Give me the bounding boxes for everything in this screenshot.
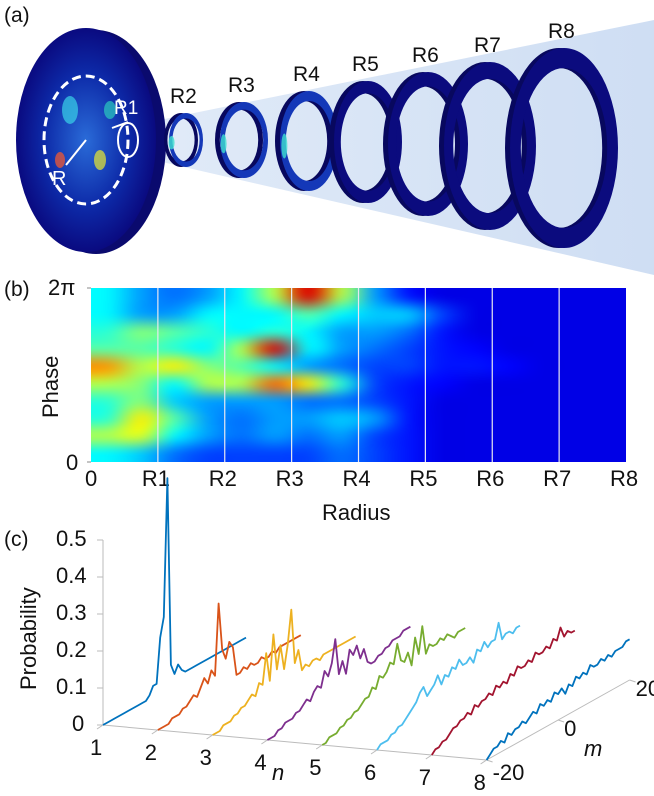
ring-label-R5: R5 <box>352 53 379 76</box>
n-tick-mark <box>370 749 378 755</box>
x-tick-R2: R2 <box>208 466 237 491</box>
ring-R3 <box>215 102 268 178</box>
n-axis-line <box>102 724 487 761</box>
radius-r-circle <box>42 74 130 206</box>
x-tick-R4: R4 <box>342 466 371 491</box>
series-line-n4 <box>266 625 411 741</box>
radius-r-label: R <box>52 168 67 190</box>
x-tick-R8: R8 <box>610 466 639 491</box>
m-tick-0: 0 <box>564 716 577 741</box>
n-tick-6: 6 <box>364 760 377 785</box>
series-line-n5 <box>321 625 466 746</box>
ring-label-R8: R8 <box>548 20 575 43</box>
ring-R2 <box>164 113 203 167</box>
series-line-n3 <box>212 608 357 736</box>
x-axis-label-n: n <box>272 760 285 785</box>
m-tick-mark <box>629 679 636 683</box>
n-tick-7: 7 <box>418 765 432 790</box>
series-line-n1 <box>102 477 247 726</box>
series-line-n7 <box>431 626 576 756</box>
z-tick-0: 0 <box>72 711 85 736</box>
y-tick-0: 0 <box>66 450 79 475</box>
n-tick-mark <box>96 724 104 730</box>
m-tick-mark <box>486 759 493 763</box>
z-axis-label-probability: Probability <box>16 587 41 690</box>
z-tick-0.1: 0.1 <box>56 674 87 699</box>
n-tick-mark <box>151 729 159 735</box>
m-tick--20: -20 <box>492 760 525 785</box>
n-tick-2: 2 <box>144 740 158 765</box>
n-tick-mark <box>480 759 487 765</box>
full-disc <box>16 28 166 254</box>
ring-R4 <box>275 91 338 191</box>
radius-r1-label: R1 <box>114 98 139 119</box>
ring-decomposition-diagram <box>16 20 654 275</box>
x-tick-R1: R1 <box>141 466 170 491</box>
m-tick-mark <box>557 719 565 723</box>
y-tick-2pi: 2π <box>48 275 76 300</box>
series-line-n8 <box>485 638 631 761</box>
n-tick-mark <box>261 739 268 745</box>
n-tick-1: 1 <box>90 735 103 760</box>
z-tick-0.2: 0.2 <box>56 637 87 662</box>
ring-label-R4: R4 <box>293 63 320 86</box>
y-axis-label-m: m <box>584 736 603 761</box>
x-tick-R5: R5 <box>409 466 438 491</box>
panel-c-label: (c) <box>4 528 29 551</box>
series-line-n2 <box>157 602 302 731</box>
n-tick-mark <box>206 734 213 740</box>
ring-label-R3: R3 <box>228 74 255 97</box>
x-tick-R7: R7 <box>543 466 572 491</box>
n-tick-4: 4 <box>254 750 267 775</box>
x-tick-R3: R3 <box>275 466 304 491</box>
z-tick-0.4: 0.4 <box>56 563 87 588</box>
m-tick-20: 20 <box>635 676 654 701</box>
x-axis-label-radius: Radius <box>322 500 391 525</box>
n-tick-3: 3 <box>199 745 212 770</box>
series-line-n6 <box>376 621 521 751</box>
x-tick-R6: R6 <box>476 466 505 491</box>
z-tick-0.5: 0.5 <box>56 526 87 551</box>
x-tick-0: 0 <box>85 466 98 491</box>
panel-a-label: (a) <box>4 4 30 27</box>
n-tick-mark <box>425 754 433 760</box>
n-tick-5: 5 <box>309 755 322 780</box>
n-tick-mark <box>315 744 323 750</box>
ring-label-R7: R7 <box>474 34 501 57</box>
n-tick-8: 8 <box>473 770 486 795</box>
panel-b-label: (b) <box>4 278 30 301</box>
z-tick-0.3: 0.3 <box>56 600 87 625</box>
radius-r-arrow <box>65 139 87 166</box>
ring-label-R2: R2 <box>170 85 197 108</box>
ring-label-R6: R6 <box>412 44 439 67</box>
